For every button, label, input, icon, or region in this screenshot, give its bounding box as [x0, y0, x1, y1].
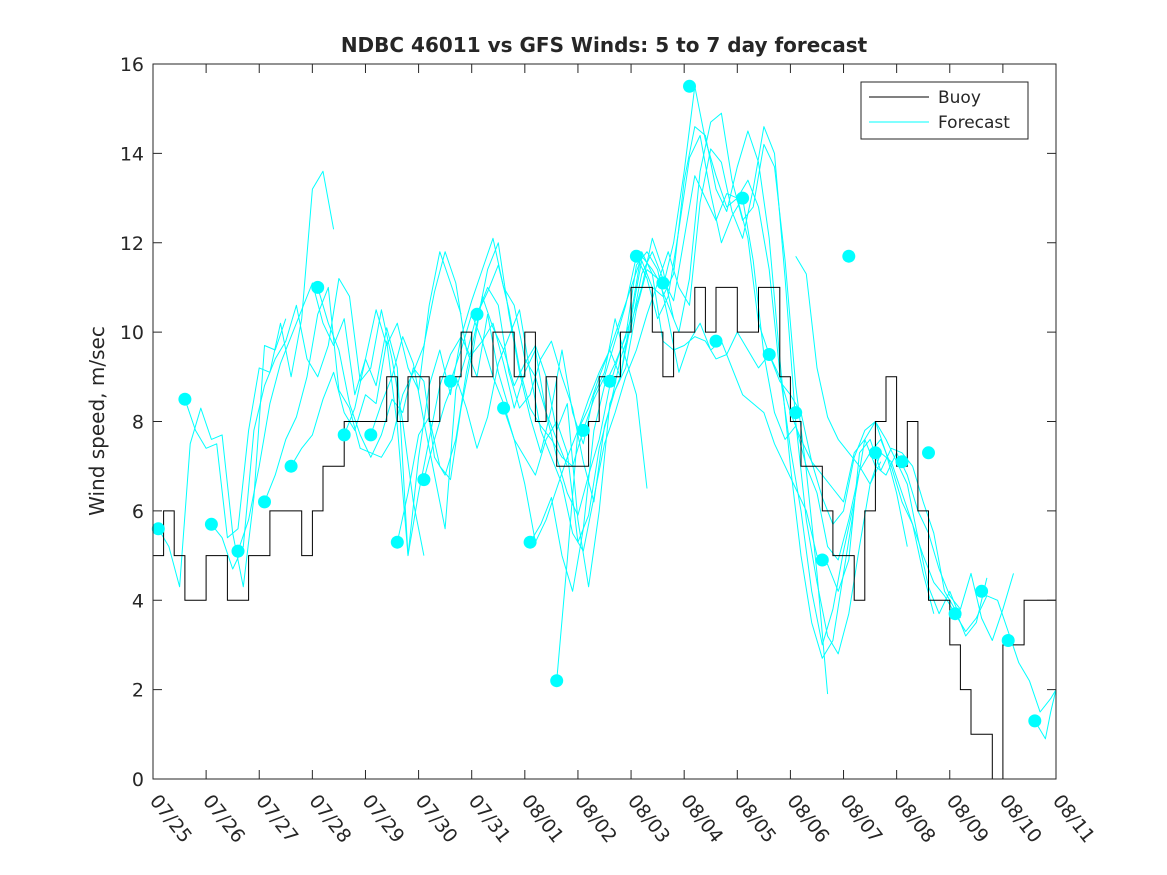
forecast-series-line	[503, 175, 961, 619]
forecast-marker	[789, 406, 803, 420]
x-tick-label: 08/08	[889, 791, 940, 848]
x-tick-label: 08/02	[570, 791, 621, 848]
x-tick-label: 08/05	[729, 791, 780, 848]
y-tick-label: 6	[132, 501, 144, 523]
x-tick-label: 07/26	[198, 791, 249, 848]
y-tick-label: 2	[132, 680, 144, 702]
forecast-series-line	[1034, 689, 1057, 740]
forecast-series-line	[450, 85, 908, 646]
y-tick-label: 14	[120, 143, 144, 165]
y-tick-label: 0	[132, 769, 144, 791]
forecast-marker	[311, 280, 325, 294]
forecast-marker	[364, 428, 378, 442]
legend: Buoy Forecast	[860, 81, 1029, 140]
forecast-marker	[576, 423, 590, 437]
forecast-marker	[1001, 634, 1015, 647]
forecast-marker	[390, 535, 404, 549]
x-tick-label: 07/31	[464, 791, 515, 848]
forecast-series-line	[157, 318, 287, 588]
legend-box	[860, 81, 1029, 140]
chart-title: NDBC 46011 vs GFS Winds: 5 to 7 day fore…	[341, 33, 868, 57]
y-axis-ticks: 0 2 4 6 8 10 12 14 16	[120, 54, 1056, 791]
forecast-marker	[1028, 714, 1042, 728]
forecast-marker	[736, 191, 750, 205]
forecast-marker	[204, 517, 218, 531]
forecast-series-line	[264, 251, 510, 503]
x-tick-label: 08/10	[995, 791, 1046, 848]
forecast-marker	[258, 495, 271, 509]
x-tick-label: 08/09	[942, 791, 993, 848]
forecast-series-line	[184, 170, 335, 539]
forecast-series-line	[237, 251, 462, 552]
plot-background	[153, 64, 1056, 779]
forecast-marker	[922, 446, 935, 460]
forecast-marker	[683, 79, 696, 93]
forecast-marker	[975, 584, 989, 598]
legend-buoy-label: Buoy	[938, 88, 981, 108]
forecast-marker	[709, 334, 723, 348]
y-tick-label: 12	[120, 233, 144, 255]
forecast-marker	[762, 348, 776, 361]
forecast-marker	[151, 522, 165, 536]
forecast-marker	[444, 374, 457, 388]
x-tick-label: 08/03	[623, 791, 674, 848]
x-tick-label: 07/28	[304, 791, 355, 848]
forecast-marker	[948, 607, 962, 621]
x-tick-label: 07/27	[251, 791, 302, 848]
x-tick-label: 07/30	[411, 791, 462, 848]
forecast-series-line	[370, 112, 829, 695]
forecast-marker	[337, 428, 351, 442]
y-tick-label: 10	[120, 322, 144, 344]
forecast-series-line	[556, 251, 1014, 681]
forecast-marker	[284, 459, 298, 473]
forecast-marker	[656, 276, 670, 290]
forecast-marker	[523, 535, 537, 549]
y-tick-label: 4	[132, 590, 144, 612]
x-tick-label: 08/06	[782, 791, 833, 848]
y-axis-label: Wind speed, m/sec	[85, 326, 109, 516]
x-tick-label: 08/07	[836, 791, 887, 848]
forecast-marker	[470, 307, 484, 321]
forecast-marker	[868, 446, 882, 460]
x-tick-label: 08/04	[676, 791, 727, 848]
forecast-marker	[603, 374, 617, 388]
forecast-marker	[231, 544, 245, 558]
x-tick-label: 07/25	[145, 791, 196, 848]
legend-forecast-label: Forecast	[938, 113, 1010, 133]
forecast-marker	[550, 674, 564, 688]
x-tick-label: 08/11	[1048, 791, 1099, 848]
forecast-marker	[895, 455, 909, 469]
forecast-series-line	[343, 237, 675, 588]
y-tick-label: 16	[120, 54, 144, 76]
forecast-marker	[417, 473, 431, 487]
forecast-marker	[178, 392, 192, 406]
forecast-marker	[815, 553, 829, 567]
x-tick-label: 07/29	[358, 791, 409, 848]
forecast-marker	[497, 401, 511, 415]
forecast-marker	[629, 249, 643, 263]
plot-area	[153, 64, 1056, 779]
x-tick-label: 08/01	[517, 791, 568, 848]
forecast-series-line	[476, 135, 935, 614]
forecast-marker	[842, 249, 856, 263]
y-tick-label: 8	[132, 412, 144, 434]
forecast-series-line	[290, 237, 568, 557]
forecast-markers	[151, 79, 1042, 728]
